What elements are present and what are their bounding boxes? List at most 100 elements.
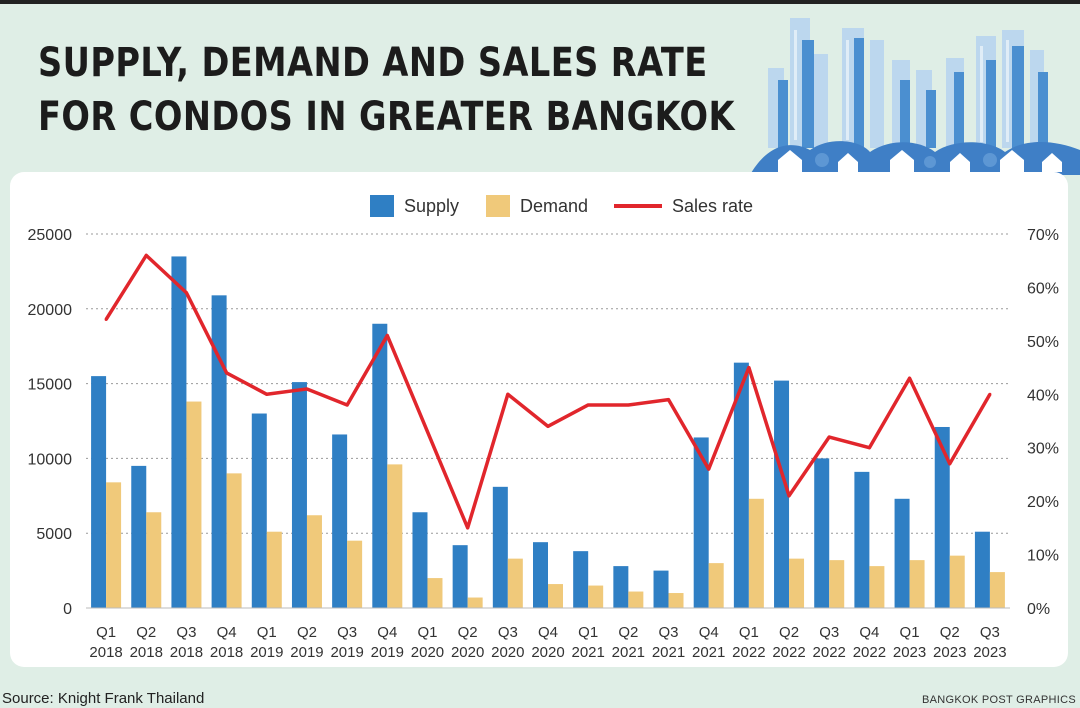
demand-bar (266, 531, 282, 608)
x-tick-label-year: 2018 (210, 644, 243, 661)
supply-bar (854, 471, 870, 608)
x-tick-label-year: 2018 (130, 644, 163, 661)
supply-bar (653, 570, 669, 608)
supply-bar (774, 380, 790, 608)
supply-bar (332, 434, 348, 608)
demand-bar (146, 512, 162, 608)
sales-rate-point (667, 398, 671, 402)
supply-bar (573, 551, 589, 608)
x-tick-label-quarter: Q1 (257, 624, 277, 641)
legend-label: Supply (404, 196, 459, 216)
x-tick-label-year: 2022 (813, 644, 846, 661)
x-tick-label-quarter: Q4 (377, 624, 397, 641)
x-tick-label-quarter: Q3 (176, 624, 196, 641)
sales-rate-point (948, 462, 952, 466)
bars (91, 256, 1005, 608)
sales-rate-point (867, 446, 871, 450)
supply-bar (412, 512, 428, 608)
city-skyline-illustration (750, 18, 1080, 175)
x-tick-label-year: 2023 (933, 644, 966, 661)
sales-rate-point (827, 435, 831, 439)
supply-bar (814, 458, 830, 608)
legend-swatch (486, 195, 510, 217)
x-tick-label-year: 2020 (411, 644, 444, 661)
source-note: Source: Knight Frank Thailand (2, 690, 205, 707)
supply-bar (171, 256, 187, 608)
supply-bar (452, 545, 468, 608)
demand-bar (387, 464, 403, 608)
sales-rate-point (104, 317, 108, 321)
x-tick-label-year: 2019 (250, 644, 283, 661)
demand-bar (186, 401, 202, 608)
x-tick-label-quarter: Q3 (659, 624, 679, 641)
x-tick-label-quarter: Q4 (538, 624, 558, 641)
sales-rate-point (425, 430, 429, 434)
supply-bar (733, 362, 749, 608)
y-left-tick-label: 5000 (36, 526, 72, 543)
y-right-tick-label: 70% (1027, 227, 1059, 244)
demand-bar (347, 540, 363, 608)
sales-rate-point (707, 467, 711, 471)
x-tick-label-year: 2023 (973, 644, 1006, 661)
x-tick-label-quarter: Q1 (417, 624, 437, 641)
supply-bar (934, 426, 950, 608)
demand-bar (467, 597, 483, 608)
demand-bar (106, 482, 122, 608)
sales-rate-point (265, 392, 269, 396)
x-tick-label-year: 2022 (853, 644, 886, 661)
y-right-tick-label: 60% (1027, 280, 1059, 297)
supply-bar (894, 498, 910, 608)
chart-panel: 0 5000 10000 15000 20000 25000 0% 10% 20% 30% 40% 5… (10, 172, 1068, 667)
y-right-tick-label: 10% (1027, 548, 1059, 565)
sales-rate-point (225, 371, 229, 375)
sales-rate-point (787, 494, 791, 498)
supply-bar (251, 413, 267, 608)
x-tick-label-quarter: Q3 (337, 624, 357, 641)
legend-label: Sales rate (672, 196, 753, 216)
page-title: SUPPLY, DEMAND AND SALES RATE FOR CONDOS… (38, 36, 735, 144)
demand-bar (869, 566, 885, 608)
x-tick-label-quarter: Q2 (618, 624, 638, 641)
y-right-tick-label: 40% (1027, 387, 1059, 404)
demand-bar (748, 498, 764, 608)
x-tick-label-quarter: Q2 (779, 624, 799, 641)
x-tick-label-year: 2022 (732, 644, 765, 661)
supply-bar (613, 566, 629, 608)
x-tick-label-year: 2023 (893, 644, 926, 661)
sales-rate-point (466, 526, 470, 530)
sales-rate-line (104, 253, 992, 530)
x-tick-label-quarter: Q4 (859, 624, 879, 641)
y-right-tick-label: 20% (1027, 494, 1059, 511)
x-tick-label-quarter: Q1 (739, 624, 759, 641)
top-rule (0, 0, 1080, 4)
sales-rate-point (305, 387, 309, 391)
supply-bar (211, 295, 227, 608)
x-tick-label-quarter: Q2 (458, 624, 478, 641)
supply-bar (372, 323, 388, 608)
demand-bar (427, 578, 443, 608)
demand-bar (829, 560, 845, 608)
supply-bar (91, 376, 107, 608)
demand-bar (949, 555, 965, 608)
x-tick-label-year: 2019 (371, 644, 404, 661)
x-tick-label-year: 2020 (451, 644, 484, 661)
demand-bar (668, 593, 684, 608)
demand-bar (226, 473, 242, 608)
sales-rate-point (626, 403, 630, 407)
x-tick-label-year: 2021 (692, 644, 725, 661)
sales-rate-point (747, 366, 751, 370)
y-left-tick-label: 0 (63, 601, 72, 618)
sales-rate-point (908, 376, 912, 380)
x-tick-label-quarter: Q1 (96, 624, 116, 641)
x-tick-label-year: 2018 (89, 644, 122, 661)
y-right-tick-label: 50% (1027, 334, 1059, 351)
demand-bar (548, 584, 563, 608)
demand-bar (909, 560, 925, 608)
sales-rate-point (546, 424, 550, 428)
supply-bar (974, 531, 990, 608)
y-left-tick-label: 25000 (28, 227, 73, 244)
x-tick-label-year: 2019 (330, 644, 363, 661)
y-right-tick-label: 30% (1027, 441, 1059, 458)
demand-bar (628, 591, 644, 608)
sales-rate-point (144, 253, 148, 257)
